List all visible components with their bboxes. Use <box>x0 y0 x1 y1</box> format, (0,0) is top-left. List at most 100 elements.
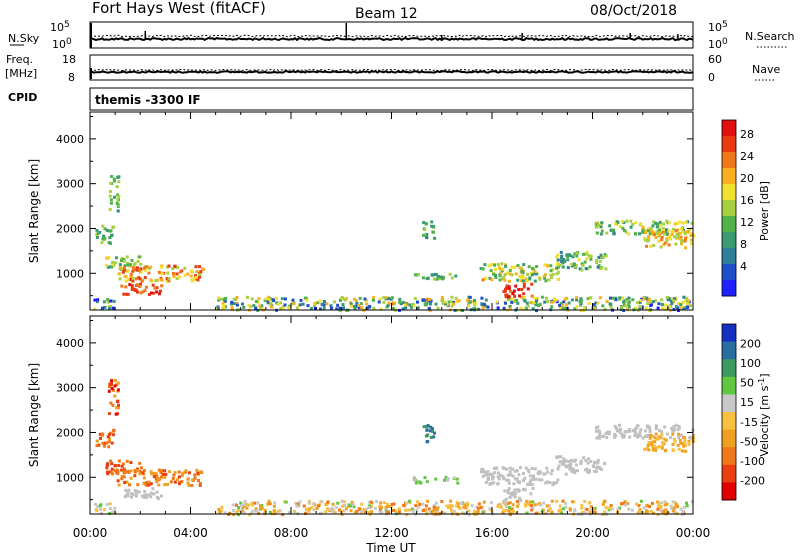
data-cell <box>679 441 683 445</box>
cpid-label: CPID <box>8 91 37 104</box>
data-cell <box>542 501 546 505</box>
data-cell <box>106 298 110 302</box>
data-cell <box>340 509 344 513</box>
data-cell <box>522 263 526 267</box>
data-cell <box>583 468 587 472</box>
colorbar-frame <box>721 119 737 297</box>
data-cell <box>217 298 221 302</box>
data-cell <box>178 275 182 279</box>
y-tick-label: 2000 <box>56 222 84 235</box>
data-cell <box>603 510 607 514</box>
data-cell <box>664 438 668 442</box>
data-cell <box>253 501 257 505</box>
data-cell <box>303 296 307 300</box>
data-cell <box>644 239 648 243</box>
data-cell <box>331 509 335 513</box>
data-cell <box>561 462 565 466</box>
data-cell <box>322 303 326 307</box>
data-cell <box>506 501 510 505</box>
data-cell <box>648 505 652 508</box>
data-cell <box>173 264 177 268</box>
data-cell <box>257 297 261 301</box>
data-cell <box>98 504 102 508</box>
data-cell <box>149 482 153 486</box>
data-cell <box>583 260 587 264</box>
data-cell <box>372 296 376 299</box>
data-cell <box>94 502 98 506</box>
data-cell <box>573 459 576 463</box>
data-cell <box>486 473 490 477</box>
data-cell <box>529 301 533 304</box>
data-cell <box>190 483 194 487</box>
data-cell <box>512 509 516 513</box>
data-cell <box>564 472 568 476</box>
data-cell <box>564 501 568 505</box>
data-cell <box>530 273 534 277</box>
data-cell <box>124 494 128 497</box>
data-cell <box>529 504 533 507</box>
data-cell <box>353 307 357 311</box>
data-cell <box>652 447 656 451</box>
data-cell <box>526 287 530 291</box>
data-cell <box>491 475 495 479</box>
data-cell <box>598 259 602 263</box>
data-cell <box>171 477 175 480</box>
data-cell <box>573 471 577 475</box>
data-cell <box>624 503 628 507</box>
data-cell <box>107 412 111 416</box>
velocity-colorbar-label: Velocity [m s-1] <box>757 373 771 456</box>
data-cell <box>368 304 372 308</box>
freq-left-tick-top: 18 <box>62 53 76 66</box>
colorbar-segment <box>722 429 736 448</box>
data-cell <box>505 478 508 482</box>
data-cell <box>504 263 508 267</box>
data-cell <box>117 403 120 407</box>
velocity-ylabel: Slant Range [km] <box>27 363 41 467</box>
data-cell <box>647 227 651 231</box>
data-cell <box>110 441 114 445</box>
data-cell <box>586 297 590 301</box>
x-tick-label: 00:00 <box>676 526 711 540</box>
data-cell <box>564 505 568 509</box>
data-cell <box>520 295 524 299</box>
data-cell <box>236 513 240 517</box>
data-cell <box>109 401 113 405</box>
data-cell <box>625 219 629 223</box>
data-cell <box>657 435 661 439</box>
data-cell <box>600 467 603 471</box>
data-cell <box>516 488 520 492</box>
data-cell <box>531 486 535 490</box>
data-cell <box>568 507 572 511</box>
data-cell <box>414 481 418 485</box>
data-cell <box>496 482 500 486</box>
data-cell <box>502 306 506 310</box>
data-cell <box>443 302 447 306</box>
data-cell <box>523 476 527 480</box>
data-cell <box>687 440 691 443</box>
data-cell <box>514 272 518 276</box>
data-cell <box>504 501 508 505</box>
data-cell <box>232 513 236 517</box>
data-cell <box>660 236 664 239</box>
data-cell <box>513 477 517 481</box>
data-cell <box>424 434 428 438</box>
data-cell <box>398 297 402 301</box>
data-cell <box>622 434 626 438</box>
data-cell <box>575 305 579 309</box>
data-cell <box>671 432 675 436</box>
data-cell <box>600 229 604 233</box>
data-cell <box>542 275 546 278</box>
data-cell <box>594 301 598 305</box>
data-cell <box>551 272 555 276</box>
data-cell <box>331 502 335 506</box>
data-cell <box>580 506 584 510</box>
data-cell <box>659 508 662 512</box>
data-cell <box>544 296 548 300</box>
data-cell <box>436 507 440 511</box>
data-cell <box>550 499 554 503</box>
data-cell <box>308 507 312 511</box>
data-cell <box>632 429 636 433</box>
data-cell <box>173 471 177 475</box>
data-cell <box>134 268 138 272</box>
data-cell <box>592 507 596 511</box>
